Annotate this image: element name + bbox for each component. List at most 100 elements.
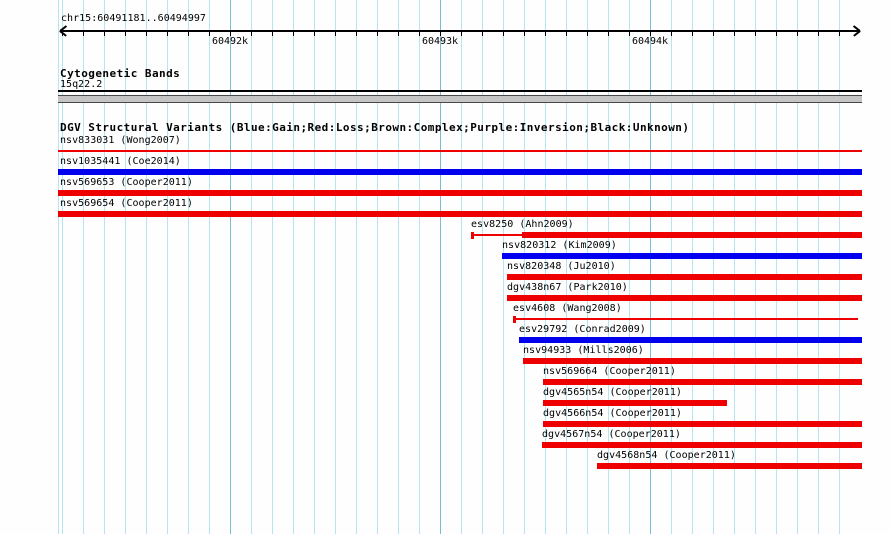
grid-minor-line [398, 0, 399, 534]
variant-label[interactable]: nsv820348 (Ju2010) [507, 261, 616, 272]
grid-minor-line [839, 0, 840, 534]
variant-label[interactable]: esv8250 (Ahn2009) [471, 219, 574, 230]
ruler-tick-label: 60493k [421, 36, 459, 47]
ruler-tick [755, 31, 756, 36]
ruler-tick [62, 31, 63, 36]
grid-minor-line [146, 0, 147, 534]
variant-bar[interactable] [522, 232, 862, 238]
grid-minor-line [692, 0, 693, 534]
cytoband-section-title: Cytogenetic Bands [60, 67, 181, 80]
grid-minor-line [503, 0, 504, 534]
variant-label[interactable]: dgv4567n54 (Cooper2011) [542, 429, 681, 440]
grid-minor-line [734, 0, 735, 534]
grid-minor-line [587, 0, 588, 534]
variant-bar[interactable] [543, 379, 862, 385]
ruler-tick [587, 31, 588, 36]
dgv-section-title: DGV Structural Variants (Blue:Gain;Red:L… [60, 121, 690, 134]
grid-minor-line [713, 0, 714, 534]
ruler-tick [692, 31, 693, 36]
ruler-tick [167, 31, 168, 36]
variant-bar[interactable] [523, 358, 862, 364]
ruler-tick [566, 31, 567, 36]
variant-bar[interactable] [58, 211, 862, 217]
variant-bar[interactable] [597, 463, 862, 469]
variant-bar[interactable] [519, 337, 862, 343]
variant-label[interactable]: esv4608 (Wang2008) [513, 303, 622, 314]
grid-minor-line [62, 0, 63, 534]
variant-bar[interactable] [58, 190, 862, 196]
ruler-tick [440, 31, 441, 36]
variant-label[interactable]: esv29792 (Conrad2009) [519, 324, 646, 335]
variant-bar[interactable] [543, 400, 727, 406]
ruler-tick [839, 31, 840, 36]
cytoband-bar[interactable] [58, 95, 862, 103]
variant-bar[interactable] [514, 318, 858, 320]
ruler-tick [608, 31, 609, 36]
variant-label[interactable]: nsv94933 (Mills2006) [523, 345, 644, 356]
variant-label[interactable]: dgv4568n54 (Cooper2011) [597, 450, 736, 461]
ruler-tick [734, 31, 735, 36]
ruler-tick [146, 31, 147, 36]
variant-label[interactable]: nsv569653 (Cooper2011) [60, 177, 193, 188]
ruler-tick [293, 31, 294, 36]
variant-bar[interactable] [542, 442, 862, 448]
variant-bar[interactable] [543, 421, 862, 427]
variant-label[interactable]: nsv820312 (Kim2009) [502, 240, 617, 251]
ruler-tick-label: 60492k [211, 36, 249, 47]
cytoband-name: 15q22.2 [60, 79, 103, 90]
grid-minor-line [104, 0, 105, 534]
ruler-tick [524, 31, 525, 36]
ruler-tick [125, 31, 126, 36]
grid-boundary-line [58, 0, 59, 534]
grid-minor-line [755, 0, 756, 534]
variant-bar[interactable] [507, 274, 862, 280]
grid-minor-line [419, 0, 420, 534]
ruler-tick [251, 31, 252, 36]
region-label: chr15:60491181..60494997 [61, 13, 206, 24]
variant-label[interactable]: nsv569654 (Cooper2011) [60, 198, 193, 209]
ruler-tick [377, 31, 378, 36]
variant-label[interactable]: dgv4565n54 (Cooper2011) [543, 387, 682, 398]
ruler-tick [398, 31, 399, 36]
grid-minor-line [524, 0, 525, 534]
grid-minor-line [272, 0, 273, 534]
grid-major-line [650, 0, 651, 534]
ruler-tick [482, 31, 483, 36]
ruler-tick [671, 31, 672, 36]
variant-start-tick [471, 232, 474, 239]
grid-minor-line [125, 0, 126, 534]
ruler-tick [83, 31, 84, 36]
ruler-tick [419, 31, 420, 36]
variant-bar[interactable] [58, 169, 862, 175]
variant-thin-segment[interactable] [473, 234, 522, 236]
grid-minor-line [167, 0, 168, 534]
grid-minor-line [818, 0, 819, 534]
ruler-tick [503, 31, 504, 36]
ruler-tick [545, 31, 546, 36]
variant-label[interactable]: dgv4566n54 (Cooper2011) [543, 408, 682, 419]
grid-minor-line [629, 0, 630, 534]
grid-major-line [230, 0, 231, 534]
variant-bar[interactable] [507, 295, 862, 301]
variant-label[interactable]: nsv1035441 (Coe2014) [60, 156, 181, 167]
grid-minor-line [566, 0, 567, 534]
ruler-tick [650, 31, 651, 36]
grid-minor-line [461, 0, 462, 534]
grid-minor-line [671, 0, 672, 534]
variant-label[interactable]: nsv569664 (Cooper2011) [543, 366, 676, 377]
variant-bar[interactable] [58, 150, 862, 152]
variant-bar[interactable] [502, 253, 862, 259]
grid-minor-line [251, 0, 252, 534]
ruler-tick [461, 31, 462, 36]
grid-minor-line [608, 0, 609, 534]
ruler-tick [272, 31, 273, 36]
variant-label[interactable]: nsv833031 (Wong2007) [60, 135, 181, 146]
ruler-tick [209, 31, 210, 36]
variant-label[interactable]: dgv438n67 (Park2010) [507, 282, 628, 293]
grid-minor-line [797, 0, 798, 534]
ruler-tick [230, 31, 231, 36]
grid-minor-line [377, 0, 378, 534]
grid-minor-line [335, 0, 336, 534]
